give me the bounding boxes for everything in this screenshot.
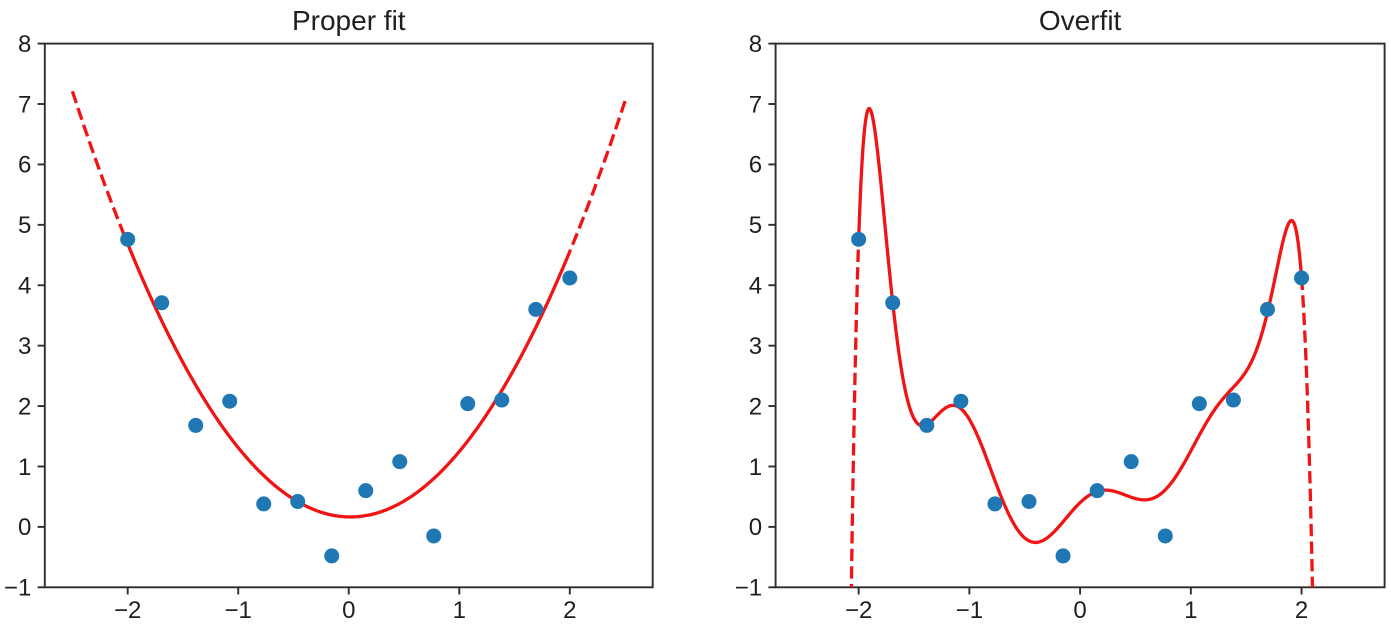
svg-text:3: 3 [749, 333, 762, 360]
svg-text:−1: −1 [225, 597, 252, 624]
svg-text:−1: −1 [956, 597, 983, 624]
svg-text:7: 7 [749, 91, 762, 118]
svg-text:7: 7 [18, 91, 31, 118]
svg-text:−2: −2 [845, 597, 872, 624]
svg-text:2: 2 [749, 393, 762, 420]
svg-text:4: 4 [749, 273, 762, 300]
svg-text:2: 2 [563, 597, 576, 624]
svg-text:−2: −2 [114, 597, 141, 624]
svg-text:1: 1 [18, 454, 31, 481]
svg-text:2: 2 [1295, 597, 1308, 624]
svg-text:Overfit: Overfit [1039, 5, 1122, 36]
svg-text:6: 6 [749, 152, 762, 179]
svg-text:−1: −1 [735, 575, 762, 602]
svg-text:Proper fit: Proper fit [292, 5, 406, 36]
svg-text:2: 2 [18, 393, 31, 420]
svg-text:1: 1 [1184, 597, 1197, 624]
svg-text:−1: −1 [4, 575, 31, 602]
svg-text:8: 8 [749, 31, 762, 58]
svg-text:1: 1 [453, 597, 466, 624]
svg-text:6: 6 [18, 152, 31, 179]
svg-text:3: 3 [18, 333, 31, 360]
svg-text:1: 1 [749, 454, 762, 481]
svg-text:0: 0 [18, 514, 31, 541]
svg-text:5: 5 [18, 212, 31, 239]
svg-text:8: 8 [18, 31, 31, 58]
svg-text:0: 0 [749, 514, 762, 541]
svg-text:0: 0 [342, 597, 355, 624]
svg-text:0: 0 [1073, 597, 1086, 624]
svg-text:5: 5 [749, 212, 762, 239]
svg-text:4: 4 [18, 273, 31, 300]
